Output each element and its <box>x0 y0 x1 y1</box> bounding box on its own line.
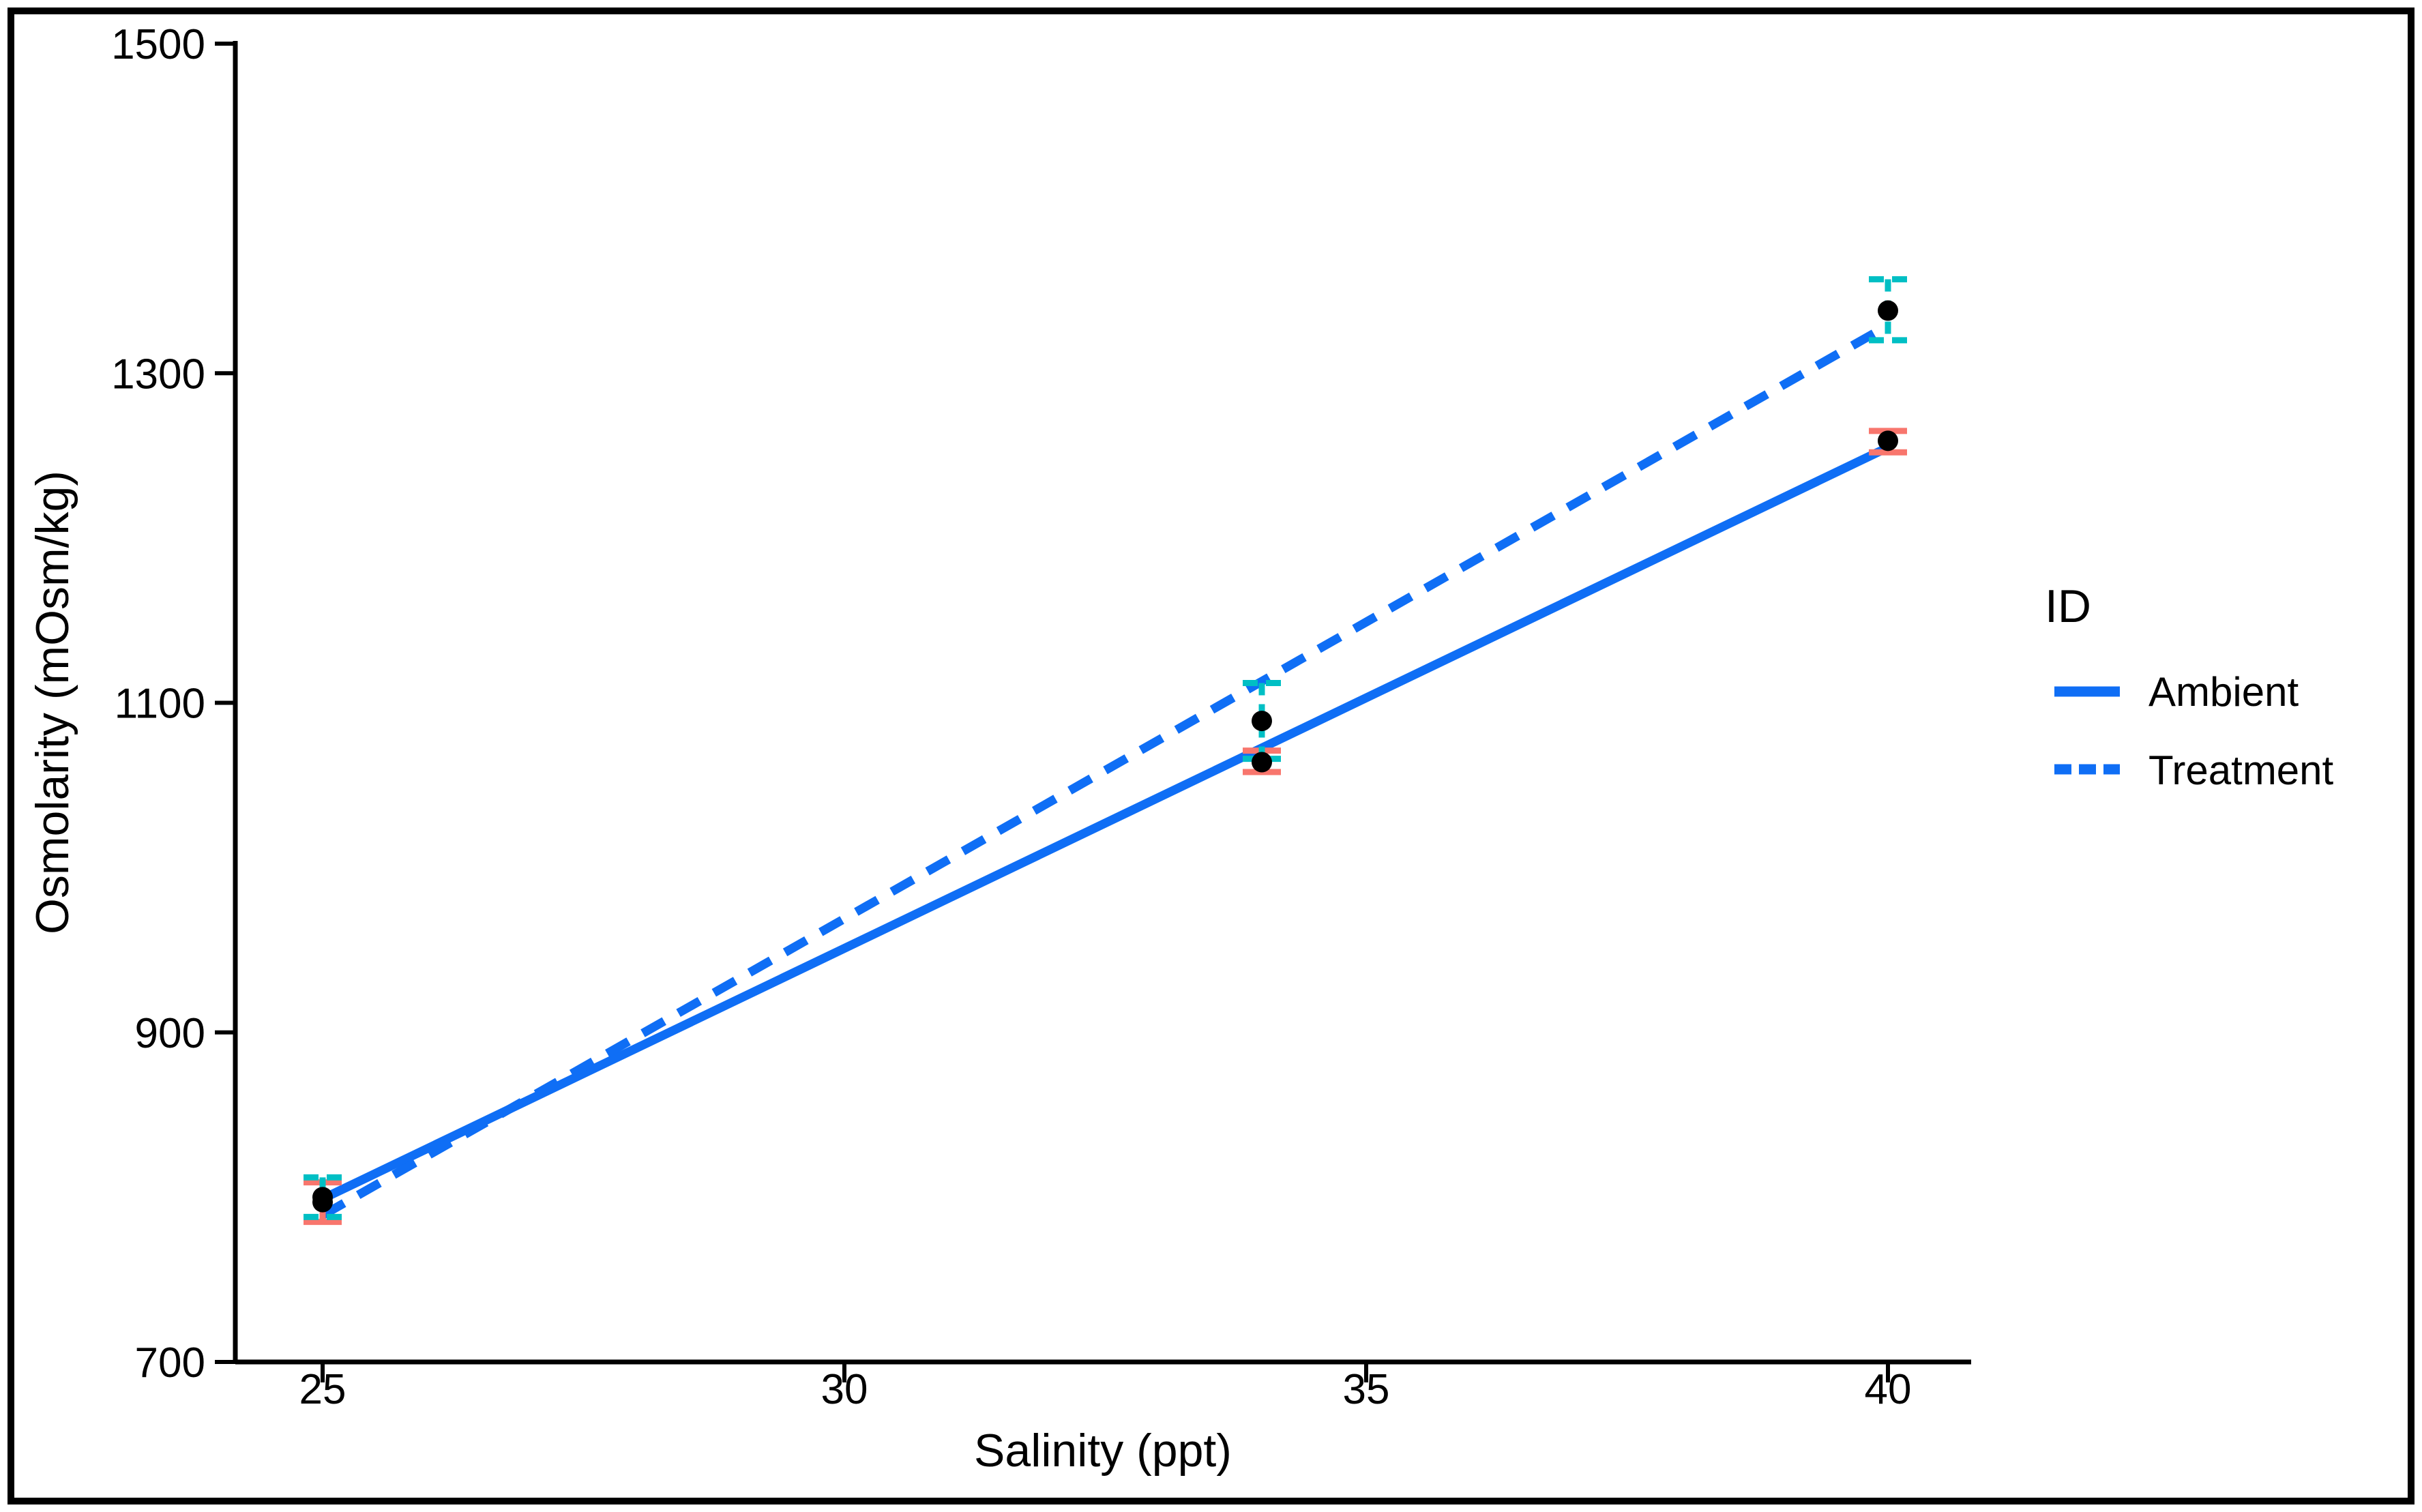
x-tick-label: 40 <box>1865 1366 1912 1413</box>
data-point-ambient <box>1252 752 1272 773</box>
x-tick-label: 25 <box>299 1366 346 1413</box>
legend-label-treatment: Treatment <box>2148 747 2334 793</box>
data-point-ambient <box>1878 430 1898 451</box>
legend-label-ambient: Ambient <box>2148 669 2299 715</box>
y-tick-label: 1100 <box>115 681 205 728</box>
y-tick-label: 1500 <box>111 21 205 68</box>
x-tick-label: 30 <box>821 1366 868 1413</box>
data-point-treatment <box>1252 711 1272 732</box>
y-tick-label: 700 <box>135 1339 205 1387</box>
x-tick-label: 35 <box>1343 1366 1390 1413</box>
fit-line-treatment <box>320 321 1891 1219</box>
x-axis-title: Salinity (ppt) <box>974 1425 1232 1477</box>
y-tick-label: 1300 <box>111 351 205 398</box>
y-tick-label: 900 <box>135 1010 205 1057</box>
data-point-treatment <box>312 1187 333 1208</box>
legend: ID Ambient Treatment <box>2045 580 2334 793</box>
fit-line-ambient <box>321 443 1890 1203</box>
data-point-treatment <box>1878 300 1898 321</box>
legend-title: ID <box>2045 580 2091 632</box>
figure-border <box>8 8 2414 1504</box>
plot-area: 700 900 1100 1300 1500 25 30 35 40 <box>111 21 2120 1413</box>
y-axis-title: Osmolarity (mOsm/kg) <box>27 471 78 934</box>
